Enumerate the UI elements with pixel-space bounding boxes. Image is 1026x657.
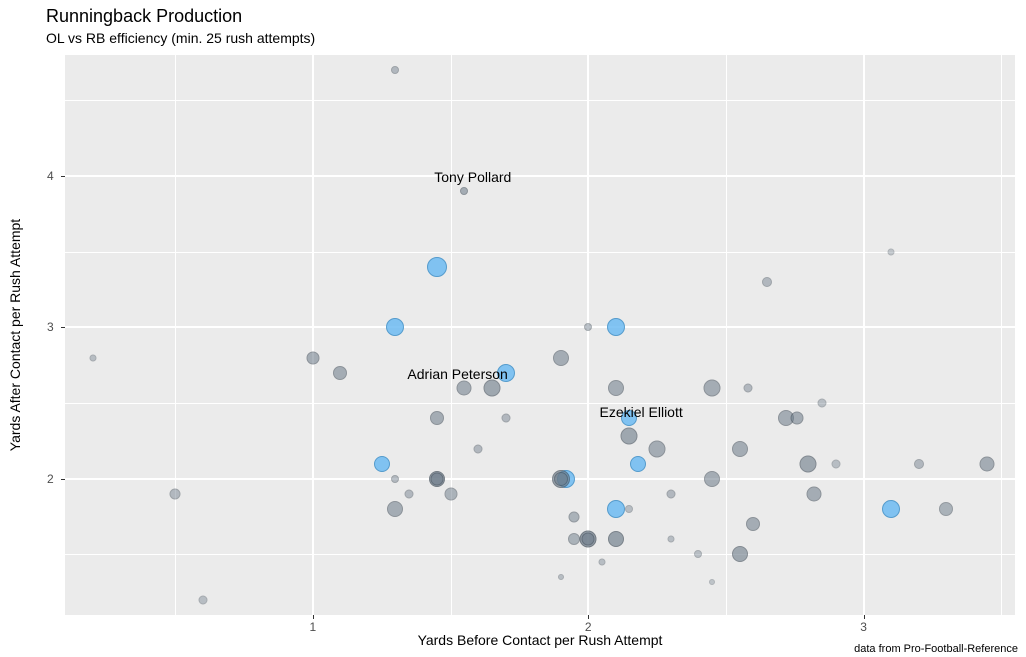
x-tick-label: 2 [585, 620, 592, 634]
data-point [800, 455, 817, 472]
data-point [553, 350, 569, 366]
grid-major-v [863, 55, 865, 615]
grid-major-h [65, 175, 1015, 177]
data-point [405, 489, 414, 498]
data-point [444, 487, 457, 500]
y-tick-mark [61, 176, 65, 177]
data-point [832, 459, 841, 468]
grid-major-v [312, 55, 314, 615]
chart-root: Runningback Production OL vs RB efficien… [0, 0, 1026, 657]
data-point [818, 399, 827, 408]
data-point [607, 318, 625, 336]
y-tick-mark [61, 479, 65, 480]
data-point [608, 380, 624, 396]
data-point [743, 383, 752, 392]
x-tick-label: 1 [309, 620, 316, 634]
data-point [430, 472, 443, 485]
grid-major-h [65, 326, 1015, 328]
data-point [427, 257, 447, 277]
grid-minor-v [175, 55, 176, 615]
data-point [198, 595, 207, 604]
data-point [584, 323, 592, 331]
y-tick-label: 3 [47, 320, 54, 334]
chart-caption: data from Pro-Football-Reference [854, 643, 1018, 655]
data-point [483, 379, 500, 396]
data-point [939, 502, 953, 516]
data-point [501, 414, 510, 423]
data-point [888, 248, 895, 255]
data-point [430, 411, 444, 425]
data-point [568, 533, 580, 545]
data-point [391, 475, 399, 483]
data-point [621, 428, 638, 445]
data-point [694, 550, 702, 558]
data-point [558, 574, 564, 580]
data-point [374, 456, 390, 472]
data-point [732, 441, 748, 457]
grid-major-h [65, 478, 1015, 480]
data-point [333, 366, 347, 380]
plot-background [65, 55, 1015, 615]
grid-minor-v [726, 55, 727, 615]
grid-minor-h [65, 403, 1015, 404]
data-point [980, 456, 995, 471]
data-point-label: Adrian Peterson [407, 366, 507, 382]
data-point [89, 354, 96, 361]
data-point [569, 511, 580, 522]
x-tick-mark [864, 615, 865, 619]
grid-minor-v [451, 55, 452, 615]
data-point [709, 579, 715, 585]
data-point [630, 456, 646, 472]
data-point [914, 459, 924, 469]
data-point [667, 536, 674, 543]
x-tick-mark [313, 615, 314, 619]
chart-subtitle: OL vs RB efficiency (min. 25 rush attemp… [46, 30, 315, 46]
grid-minor-h [65, 554, 1015, 555]
grid-minor-h [65, 252, 1015, 253]
y-axis-label: Yards After Contact per Rush Attempt [7, 219, 23, 451]
y-tick-label: 4 [47, 169, 54, 183]
grid-minor-h [65, 100, 1015, 101]
y-tick-mark [61, 327, 65, 328]
data-point [554, 472, 568, 486]
data-point [474, 444, 483, 453]
plot-panel: Tony Pollard Adrian Peterson Ezekiel Ellio… [65, 55, 1015, 615]
data-point [762, 277, 772, 287]
data-point [386, 318, 404, 336]
data-point [170, 488, 181, 499]
grid-minor-v [1001, 55, 1002, 615]
data-point [625, 505, 633, 513]
data-point [704, 379, 721, 396]
data-point [460, 187, 468, 195]
x-tick-mark [588, 615, 589, 619]
data-point [882, 500, 900, 518]
chart-title: Runningback Production [46, 6, 242, 27]
data-point [649, 440, 666, 457]
data-point [607, 500, 625, 518]
data-point [746, 517, 760, 531]
y-tick-label: 2 [47, 472, 54, 486]
data-point [732, 546, 748, 562]
data-point-label: Tony Pollard [434, 169, 511, 185]
data-point [391, 66, 399, 74]
data-point [608, 531, 624, 547]
data-point [457, 380, 472, 395]
data-point [666, 489, 675, 498]
data-point [582, 533, 595, 546]
data-point-label: Ezekiel Elliott [599, 404, 682, 420]
data-point [387, 501, 403, 517]
x-tick-label: 3 [860, 620, 867, 634]
data-point [791, 412, 804, 425]
data-point [598, 559, 605, 566]
data-point [306, 351, 319, 364]
data-point [806, 486, 821, 501]
data-point [704, 471, 720, 487]
